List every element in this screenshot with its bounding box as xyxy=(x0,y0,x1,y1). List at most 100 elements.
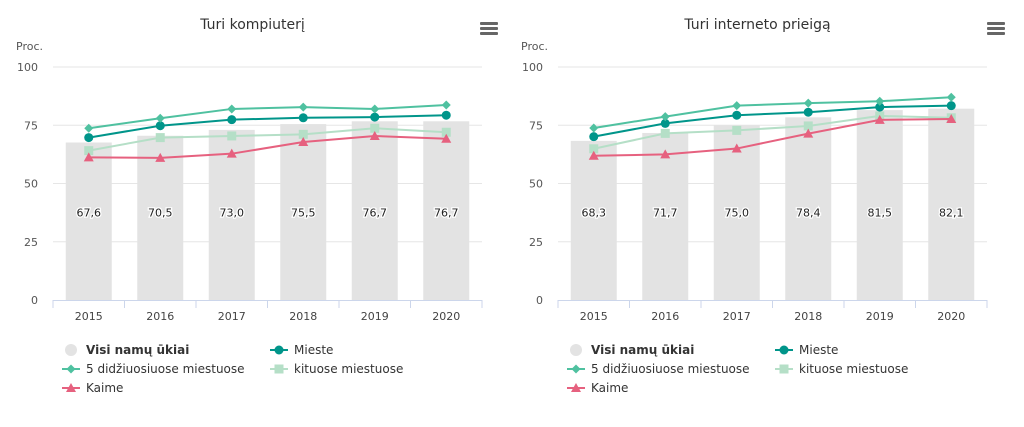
data-point[interactable] xyxy=(84,146,94,156)
bar[interactable] xyxy=(713,125,760,300)
series-line[interactable] xyxy=(88,114,447,139)
series-line[interactable] xyxy=(88,134,447,159)
data-point[interactable] xyxy=(370,104,380,114)
bar[interactable] xyxy=(280,124,327,301)
legend-marker[interactable] xyxy=(274,345,284,355)
data-point[interactable] xyxy=(227,104,237,114)
y-tick-label: 0 xyxy=(31,294,38,307)
data-point[interactable] xyxy=(441,110,451,120)
legend-marker[interactable] xyxy=(571,383,581,392)
bar[interactable] xyxy=(65,142,112,300)
legend-item[interactable]: Mieste xyxy=(270,343,333,357)
data-point[interactable] xyxy=(875,102,885,112)
data-point[interactable] xyxy=(946,113,957,123)
data-point[interactable] xyxy=(803,128,814,138)
data-point[interactable] xyxy=(155,152,166,162)
data-point[interactable] xyxy=(155,133,165,143)
legend-marker[interactable] xyxy=(779,345,789,355)
series-line[interactable] xyxy=(593,96,952,130)
data-point[interactable] xyxy=(731,143,742,153)
bar[interactable] xyxy=(351,121,398,300)
data-point[interactable] xyxy=(803,107,813,117)
bar[interactable] xyxy=(423,121,470,300)
data-point[interactable] xyxy=(732,125,742,135)
y-tick-label: 50 xyxy=(24,178,38,191)
legend-marker[interactable] xyxy=(571,364,581,374)
legend-item[interactable]: kituose miestuose xyxy=(270,362,403,376)
data-point[interactable] xyxy=(83,152,94,162)
data-point[interactable] xyxy=(441,100,451,110)
series-line[interactable] xyxy=(593,117,952,157)
data-point[interactable] xyxy=(370,123,380,133)
chart-title: Turi interneto prieigą xyxy=(684,17,831,33)
legend-symbol-icon xyxy=(62,383,80,392)
x-tick-label: 2020 xyxy=(432,310,460,323)
data-point[interactable] xyxy=(298,129,308,139)
menu-icon[interactable] xyxy=(480,22,498,36)
data-point[interactable] xyxy=(84,133,94,143)
data-point[interactable] xyxy=(589,144,599,154)
data-point[interactable] xyxy=(875,96,885,106)
data-point[interactable] xyxy=(226,148,237,158)
bar[interactable] xyxy=(642,132,689,300)
data-point[interactable] xyxy=(155,121,165,131)
legend-item[interactable]: Mieste xyxy=(775,343,838,357)
legend-item[interactable]: Visi namų ūkiai xyxy=(62,343,189,357)
legend-item[interactable]: Kaime xyxy=(62,381,123,395)
legend-label: 5 didžiuosiuose miestuose xyxy=(591,362,750,376)
bar[interactable] xyxy=(570,140,617,300)
legend-symbol-icon xyxy=(567,383,585,392)
data-point[interactable] xyxy=(298,113,308,123)
series-line[interactable] xyxy=(88,103,447,130)
data-point[interactable] xyxy=(227,115,237,125)
data-point[interactable] xyxy=(803,98,813,108)
data-point[interactable] xyxy=(660,149,671,159)
data-point[interactable] xyxy=(732,101,742,111)
bar[interactable] xyxy=(785,117,832,300)
bar[interactable] xyxy=(137,135,184,300)
series-line[interactable] xyxy=(88,127,447,152)
legend-marker[interactable] xyxy=(66,383,76,392)
series-line[interactable] xyxy=(593,104,952,138)
data-point[interactable] xyxy=(946,101,956,111)
data-point[interactable] xyxy=(298,137,309,147)
data-point[interactable] xyxy=(803,121,813,131)
data-point[interactable] xyxy=(227,131,237,141)
data-point[interactable] xyxy=(84,123,94,133)
legend-symbol-icon xyxy=(62,364,80,374)
data-point[interactable] xyxy=(370,112,380,122)
legend-marker[interactable] xyxy=(274,364,284,374)
data-point[interactable] xyxy=(441,133,452,143)
data-point[interactable] xyxy=(660,112,670,122)
series-line[interactable] xyxy=(593,114,952,150)
data-point[interactable] xyxy=(874,114,885,124)
bar-data-label: 73,0 xyxy=(220,207,245,220)
legend-marker[interactable] xyxy=(779,364,789,374)
legend-item[interactable]: kituose miestuose xyxy=(775,362,908,376)
data-point[interactable] xyxy=(660,118,670,128)
x-tick-label: 2017 xyxy=(723,310,751,323)
data-point[interactable] xyxy=(660,128,670,138)
legend-marker[interactable] xyxy=(66,364,76,374)
data-point[interactable] xyxy=(298,102,308,112)
bar-data-label: 78,4 xyxy=(796,207,821,220)
data-point[interactable] xyxy=(732,110,742,120)
data-point[interactable] xyxy=(155,113,165,123)
legend-item[interactable]: 5 didžiuosiuose miestuose xyxy=(62,362,245,376)
bar[interactable] xyxy=(928,108,975,300)
legend-item[interactable]: Kaime xyxy=(567,381,628,395)
chart-title: Turi kompiuterį xyxy=(200,17,305,33)
legend-item[interactable]: 5 didžiuosiuose miestuose xyxy=(567,362,750,376)
data-point[interactable] xyxy=(589,123,599,133)
data-point[interactable] xyxy=(588,150,599,160)
data-point[interactable] xyxy=(946,92,956,102)
legend-item[interactable]: Visi namų ūkiai xyxy=(567,343,694,357)
menu-icon[interactable] xyxy=(987,22,1005,36)
legend-label: Visi namų ūkiai xyxy=(86,343,190,357)
bar[interactable] xyxy=(208,129,255,300)
legend-label: Mieste xyxy=(799,343,839,357)
data-point[interactable] xyxy=(589,132,599,142)
data-point[interactable] xyxy=(369,130,380,140)
bar[interactable] xyxy=(856,110,903,300)
data-point[interactable] xyxy=(441,127,451,137)
